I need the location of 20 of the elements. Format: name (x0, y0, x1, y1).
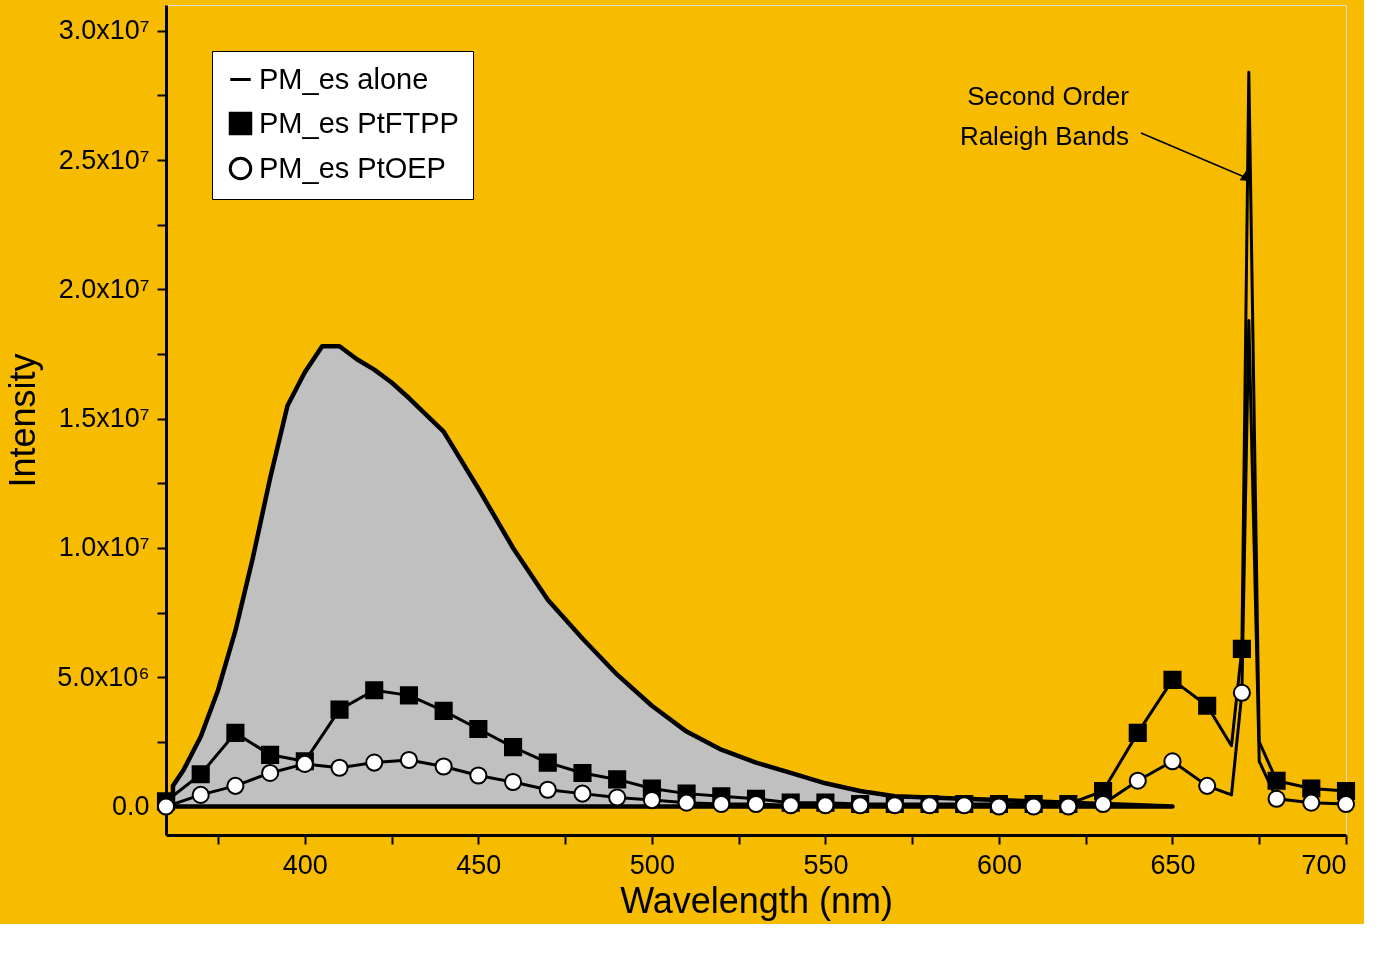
x-tick-label: 450 (456, 849, 502, 880)
y-tick-label: 5.0x10⁶ (57, 661, 150, 692)
legend-label: PM_es PtOEP (259, 151, 446, 184)
x-axis-title: Wavelength (nm) (620, 879, 893, 921)
x-tick-label: 700 (1301, 849, 1347, 880)
y-tick-label: 2.0x10⁷ (58, 273, 150, 304)
y-tick-label: 2.5x10⁷ (58, 144, 150, 175)
x-tick-label: 550 (803, 849, 849, 880)
y-tick-label: 1.5x10⁷ (58, 403, 150, 434)
y-tick-label: 0.0 (111, 791, 150, 822)
legend-label: PM_es alone (259, 62, 429, 95)
x-tick-label: 600 (976, 849, 1022, 880)
x-tick-label: 500 (629, 849, 675, 880)
y-axis-title: Intensity (2, 353, 44, 488)
x-tick-label: 400 (282, 849, 328, 880)
y-tick-label: 1.0x10⁷ (58, 532, 150, 563)
annotation: Second Order Raleigh Bands (959, 81, 1130, 151)
y-tick-label: 3.0x10⁷ (58, 15, 150, 46)
legend-label: PM_es PtFTPP (259, 106, 459, 139)
x-tick-label: 650 (1150, 849, 1196, 880)
